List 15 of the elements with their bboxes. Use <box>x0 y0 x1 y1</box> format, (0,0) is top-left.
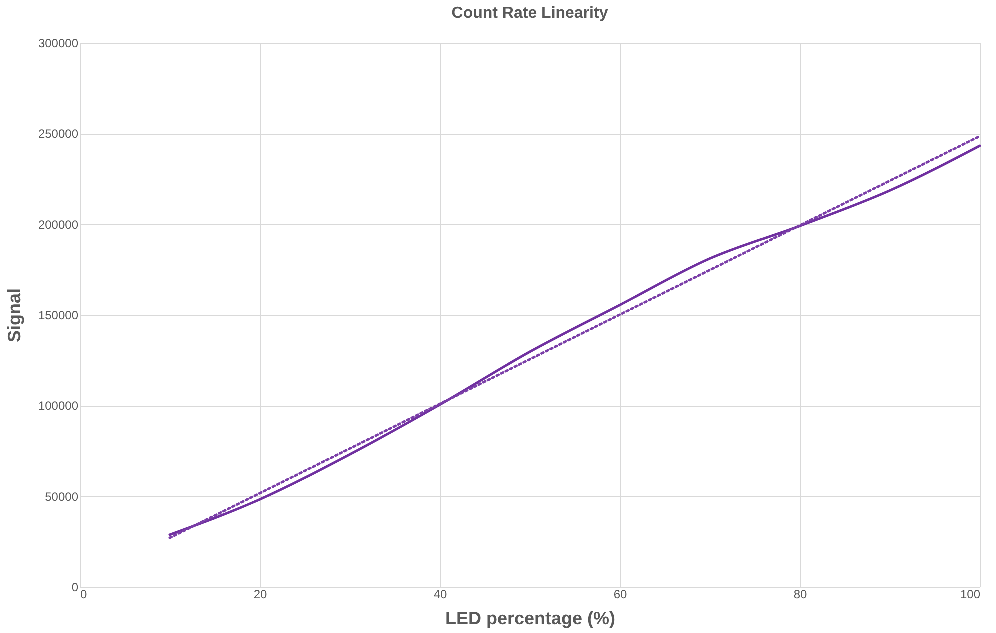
y-tick-label: 300000 <box>38 36 79 50</box>
x-tick-label: 80 <box>794 588 808 602</box>
y-tick-label: 50000 <box>45 490 79 504</box>
x-tick-label: 0 <box>80 588 88 602</box>
x-tick-label: 20 <box>254 588 268 602</box>
y-tick-label: 250000 <box>38 127 79 142</box>
y-tick-label: 200000 <box>38 218 79 232</box>
x-tick-label: 60 <box>614 588 628 602</box>
x-axis-title: LED percentage (%) <box>445 608 616 628</box>
x-tick-label: 100 <box>960 588 981 602</box>
y-tick-label: 150000 <box>38 308 79 322</box>
y-axis-title: Signal <box>4 288 24 343</box>
x-tick-label: 40 <box>434 588 448 602</box>
chart-title: Count Rate Linearity <box>452 5 608 22</box>
y-tick-label: 100000 <box>38 399 79 414</box>
